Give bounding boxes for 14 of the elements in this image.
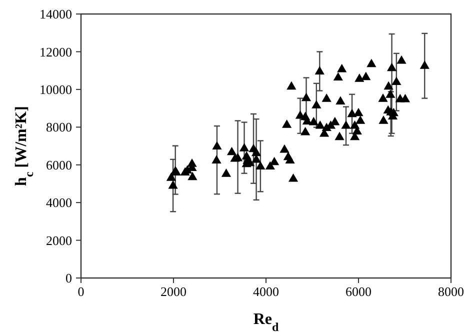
x-tick-label: 0 [78,284,84,299]
x-axis-title: Re$_{d}$ [253,311,279,334]
y-tick-label: 10000 [40,82,72,97]
x-tick-label: 8000 [438,284,464,299]
y-tick-label: 14000 [40,6,72,22]
y-tick-label: 2000 [46,232,72,248]
x-tick-label: 6000 [346,284,372,299]
y-tick-label: 0 [66,270,72,286]
y-tick-label: 4000 [46,195,72,210]
x-tick-label: 2000 [160,284,186,299]
x-tick-label: 4000 [253,284,279,299]
y-tick-label: 6000 [46,157,72,172]
y-tick-label: 8000 [46,120,72,135]
y-tick-label: 12000 [40,44,72,60]
